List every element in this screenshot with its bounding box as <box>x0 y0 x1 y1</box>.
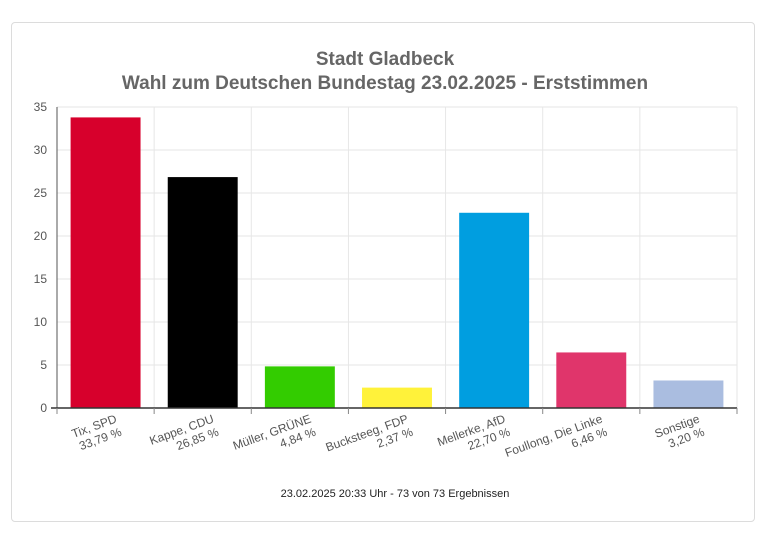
bar <box>70 117 141 408</box>
y-tick-label: 0 <box>40 401 47 415</box>
bar <box>167 177 238 408</box>
bar <box>362 387 432 408</box>
chart-title: Stadt Gladbeck <box>315 49 455 70</box>
y-tick-label: 25 <box>34 186 48 200</box>
chart-subtitle: Wahl zum Deutschen Bundestag 23.02.2025 … <box>121 73 649 94</box>
bar <box>264 366 335 408</box>
y-tick-label: 15 <box>34 272 48 286</box>
y-tick-label: 10 <box>34 315 48 329</box>
bar <box>556 352 627 408</box>
bar <box>459 212 530 408</box>
y-tick-label: 30 <box>34 143 48 157</box>
bar <box>653 380 724 408</box>
y-tick-label: 20 <box>34 229 48 243</box>
results-footer: 23.02.2025 20:33 Uhr - 73 von 73 Ergebni… <box>280 488 510 500</box>
y-tick-label: 5 <box>40 358 47 372</box>
y-tick-label: 35 <box>34 100 48 114</box>
